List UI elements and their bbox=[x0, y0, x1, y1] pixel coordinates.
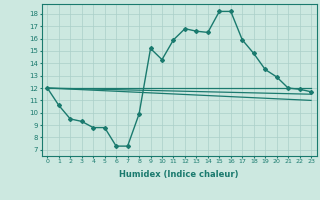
X-axis label: Humidex (Indice chaleur): Humidex (Indice chaleur) bbox=[119, 170, 239, 179]
